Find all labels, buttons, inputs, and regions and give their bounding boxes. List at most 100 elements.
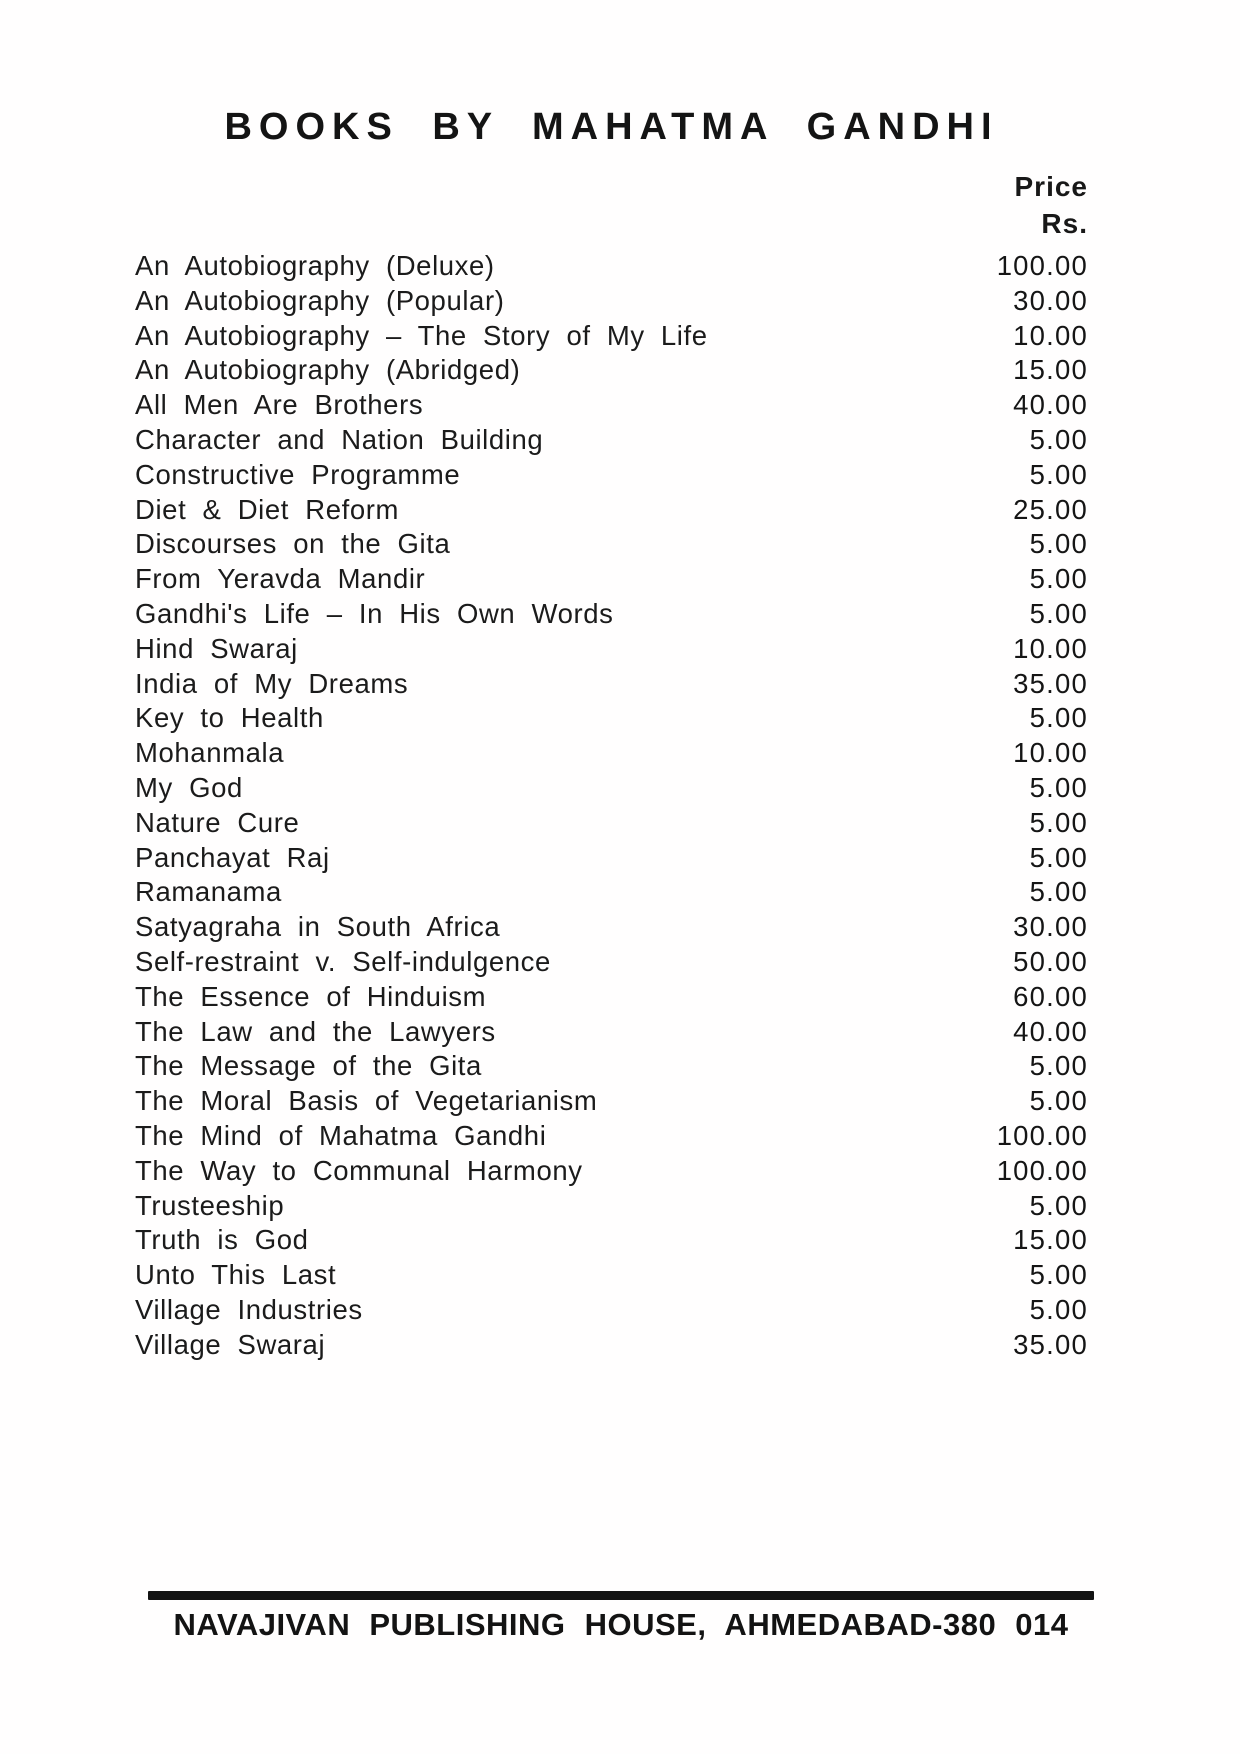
table-row: Unto This Last 5.00 [135, 1258, 1088, 1293]
book-title: An Autobiography (Deluxe) [135, 250, 495, 281]
table-row: The Way to Communal Harmony 100.00 [135, 1154, 1088, 1189]
book-title: Ramanama [135, 876, 282, 908]
book-title: Village Industries [135, 1293, 363, 1325]
table-row: An Autobiography – The Story of My Life … [135, 319, 1088, 354]
book-price: 40.00 [1013, 1015, 1088, 1047]
table-row: All Men Are Brothers 40.00 [135, 388, 1088, 423]
table-row: The Essence of Hinduism 60.00 [135, 980, 1088, 1015]
table-row: India of My Dreams 35.00 [135, 667, 1088, 702]
table-row: Self-restraint v. Self-indulgence 50.00 [135, 945, 1088, 980]
book-title: Satyagraha in South Africa [135, 911, 501, 943]
book-title: India of My Dreams [135, 667, 409, 699]
book-title: An Autobiography – The Story of My Life [135, 319, 708, 351]
table-row: Gandhi's Life – In His Own Words 5.00 [135, 597, 1088, 632]
book-price: 10.00 [1013, 737, 1088, 769]
page-content: BOOKS BY MAHATMA GANDHI Price Rs. An Aut… [135, 104, 1088, 1363]
book-title: All Men Are Brothers [135, 389, 424, 421]
currency-label: Rs. [1041, 208, 1088, 239]
table-row: Panchayat Raj 5.00 [135, 841, 1088, 876]
table-row: Trusteeship 5.00 [135, 1189, 1088, 1224]
book-title: Diet & Diet Reform [135, 493, 400, 525]
book-price: 5.00 [1029, 1085, 1088, 1117]
book-price: 100.00 [996, 250, 1088, 281]
book-title: Discourses on the Gita [135, 528, 451, 560]
table-row: My God 5.00 [135, 771, 1088, 806]
book-price: 5.00 [1029, 423, 1088, 455]
book-price: 10.00 [1013, 632, 1088, 664]
book-price: 40.00 [1013, 389, 1088, 421]
table-row: Diet & Diet Reform 25.00 [135, 493, 1088, 528]
book-title: The Essence of Hinduism [135, 980, 487, 1012]
book-title: Hind Swaraj [135, 632, 298, 664]
book-price: 5.00 [1029, 702, 1088, 734]
book-price: 5.00 [1029, 1189, 1088, 1221]
table-row: The Mind of Mahatma Gandhi 100.00 [135, 1119, 1088, 1154]
table-row: An Autobiography (Deluxe) 100.00 [135, 249, 1088, 284]
book-title: The Law and the Lawyers [135, 1015, 496, 1047]
table-row: Nature Cure 5.00 [135, 806, 1088, 841]
book-price: 100.00 [996, 1119, 1088, 1151]
book-price: 50.00 [1013, 945, 1088, 977]
book-title: Trusteeship [135, 1189, 285, 1221]
table-row: Village Swaraj 35.00 [135, 1328, 1088, 1363]
book-price: 5.00 [1029, 806, 1088, 838]
book-price: 10.00 [1013, 319, 1088, 351]
book-title: Nature Cure [135, 806, 300, 838]
book-price: 25.00 [1013, 493, 1088, 525]
table-row: The Law and the Lawyers 40.00 [135, 1015, 1088, 1050]
table-row: Key to Health 5.00 [135, 701, 1088, 736]
book-title: Village Swaraj [135, 1328, 326, 1360]
book-price: 30.00 [1013, 284, 1088, 316]
book-title: Truth is God [135, 1224, 309, 1256]
book-title: From Yeravda Mandir [135, 563, 426, 595]
table-row: The Message of the Gita 5.00 [135, 1049, 1088, 1084]
table-row: Ramanama 5.00 [135, 875, 1088, 910]
table-row: An Autobiography (Popular) 30.00 [135, 284, 1088, 319]
table-row: An Autobiography (Abridged) 15.00 [135, 353, 1088, 388]
book-price: 5.00 [1029, 1259, 1088, 1291]
table-row: The Moral Basis of Vegetarianism 5.00 [135, 1084, 1088, 1119]
book-price: 5.00 [1029, 597, 1088, 629]
table-row: From Yeravda Mandir 5.00 [135, 562, 1088, 597]
book-title: Key to Health [135, 702, 324, 734]
book-price: 5.00 [1029, 528, 1088, 560]
book-title: Character and Nation Building [135, 423, 544, 455]
book-title: Mohanmala [135, 737, 285, 769]
book-title: The Mind of Mahatma Gandhi [135, 1119, 547, 1151]
book-price: 15.00 [1013, 354, 1088, 386]
book-price: 5.00 [1029, 563, 1088, 595]
book-title: An Autobiography (Popular) [135, 284, 505, 316]
book-price: 15.00 [1013, 1224, 1088, 1256]
book-price: 30.00 [1013, 911, 1088, 943]
price-label: Price [1014, 171, 1088, 202]
book-price: 100.00 [996, 1154, 1088, 1186]
table-row: Mohanmala 10.00 [135, 736, 1088, 771]
book-title: An Autobiography (Abridged) [135, 354, 521, 386]
book-list: An Autobiography (Deluxe) 100.00 An Auto… [135, 249, 1088, 1363]
table-row: Discourses on the Gita 5.00 [135, 527, 1088, 562]
table-row: Character and Nation Building 5.00 [135, 423, 1088, 458]
publisher-line: NAVAJIVAN PUBLISHING HOUSE, AHMEDABAD-38… [173, 1607, 1069, 1642]
book-price: 5.00 [1029, 841, 1088, 873]
book-price: 35.00 [1013, 1328, 1088, 1360]
table-row: Hind Swaraj 10.00 [135, 632, 1088, 667]
table-row: Constructive Programme 5.00 [135, 458, 1088, 493]
book-title: Self-restraint v. Self-indulgence [135, 945, 551, 977]
book-title: Gandhi's Life – In His Own Words [135, 597, 614, 629]
book-title: The Way to Communal Harmony [135, 1154, 583, 1186]
page-title: BOOKS BY MAHATMA GANDHI [224, 106, 999, 148]
book-price: 5.00 [1029, 1293, 1088, 1325]
book-title: Constructive Programme [135, 458, 461, 490]
book-title: Unto This Last [135, 1259, 337, 1291]
table-row: Truth is God 15.00 [135, 1223, 1088, 1258]
book-price: 5.00 [1029, 771, 1088, 803]
book-title: The Message of the Gita [135, 1050, 482, 1082]
book-title: My God [135, 771, 243, 803]
book-title: The Moral Basis of Vegetarianism [135, 1085, 598, 1117]
book-price: 60.00 [1013, 980, 1088, 1012]
book-price: 5.00 [1029, 876, 1088, 908]
table-row: Satyagraha in South Africa 30.00 [135, 910, 1088, 945]
footer-divider [148, 1591, 1094, 1600]
price-column-header: Price Rs. [135, 168, 1088, 242]
